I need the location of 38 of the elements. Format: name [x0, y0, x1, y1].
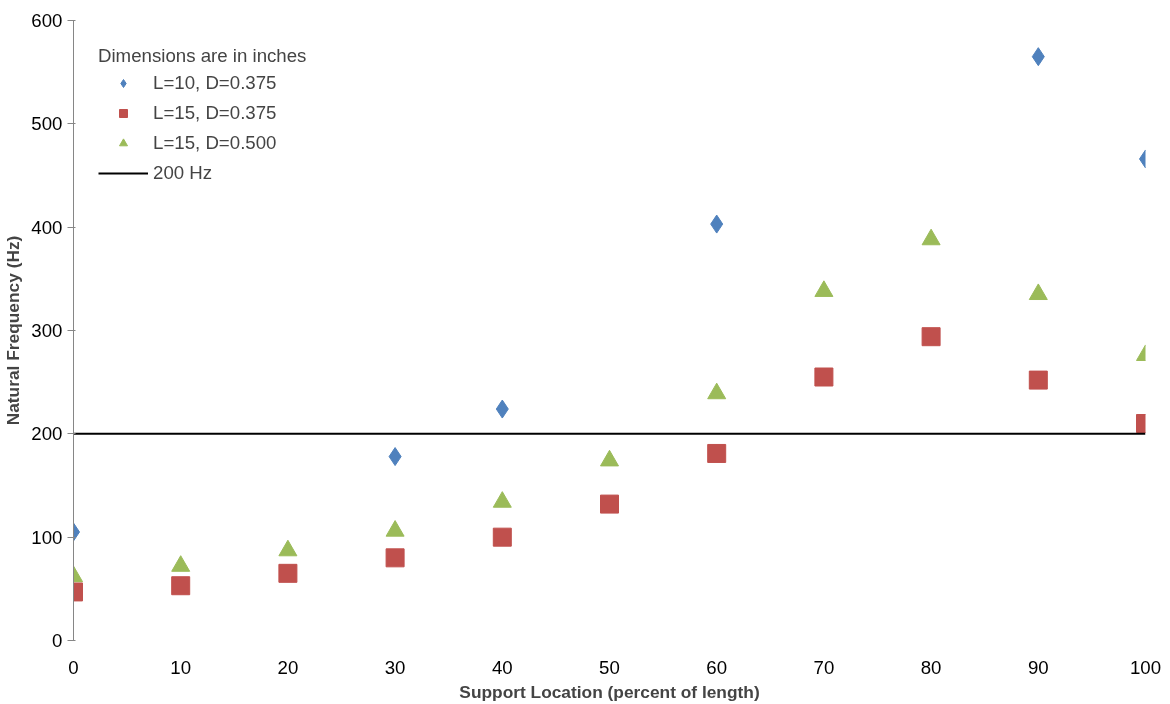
x-tick-label: 0	[68, 656, 79, 678]
point	[278, 563, 298, 583]
point	[921, 327, 941, 347]
legend-label: 200 Hz	[153, 162, 213, 184]
x-tick-label: 60	[706, 656, 728, 678]
point	[388, 447, 402, 467]
point	[171, 576, 191, 596]
legend-title: Dimensions are in inches	[98, 45, 307, 67]
point	[814, 367, 834, 387]
y-tick-label: 600	[31, 10, 63, 31]
y-tick-label: 300	[31, 320, 63, 341]
y-axis-title: Natural Frequency (Hz)	[3, 235, 24, 426]
point	[600, 494, 619, 514]
x-axis-title: Support Location (percent of length)	[459, 681, 760, 702]
x-tick-label: 70	[813, 656, 835, 678]
point	[1031, 47, 1045, 67]
point	[495, 399, 509, 419]
x-tick-label: 80	[920, 656, 942, 678]
point	[385, 548, 405, 568]
legend-label: L=15, D=0.500	[153, 132, 277, 154]
x-tick-label: 50	[599, 656, 620, 678]
x-tick-label: 30	[384, 656, 406, 678]
y-tick-label: 400	[31, 216, 63, 238]
point	[492, 527, 512, 547]
x-tick-label: 20	[277, 656, 299, 678]
y-tick-label: 0	[52, 630, 63, 651]
x-tick-label: 90	[1027, 656, 1049, 678]
y-tick-label: 100	[31, 526, 63, 548]
x-tick-label: 100	[1129, 656, 1162, 678]
x-tick-label: 40	[491, 656, 513, 678]
y-tick-label: 500	[31, 113, 63, 135]
point	[710, 214, 724, 234]
point	[707, 443, 727, 463]
y-tick-label: 200	[31, 423, 63, 445]
x-tick-label: 10	[170, 656, 192, 678]
point	[1028, 370, 1048, 390]
legend-label: L=10, D=0.375	[153, 72, 277, 94]
legend-label: L=15, D=0.375	[153, 102, 277, 124]
